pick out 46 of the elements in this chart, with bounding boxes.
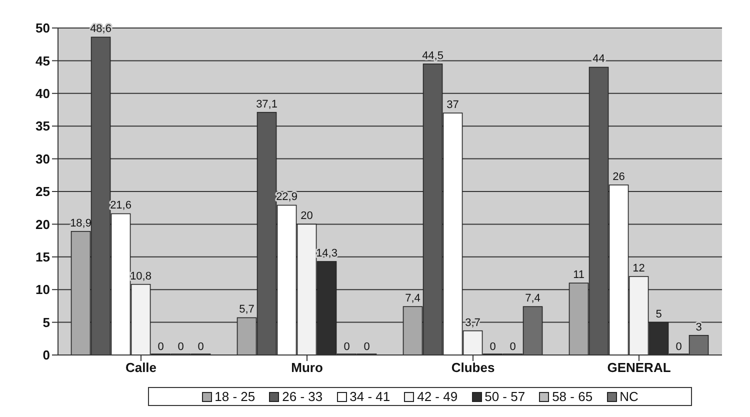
data-label: 3 — [696, 321, 702, 334]
data-label: 11 — [573, 269, 584, 282]
x-tick-label: Calle — [125, 360, 157, 376]
data-label: 0 — [178, 341, 184, 353]
data-label: 0 — [198, 341, 204, 353]
y-tick-label: 0 — [42, 348, 50, 363]
legend-label: 58 - 65 — [551, 389, 593, 404]
y-tick-label: 5 — [42, 314, 50, 330]
y-tick-label: 35 — [36, 118, 50, 134]
data-label: 21,6 — [110, 200, 132, 212]
y-tick-label: 15 — [36, 250, 50, 265]
data-label: 37,1 — [256, 98, 278, 110]
data-label: 12 — [632, 262, 645, 275]
legend-label: NC — [618, 389, 638, 404]
legend-label: 42 - 49 — [416, 389, 458, 404]
data-label: 10,8 — [130, 270, 152, 282]
data-label: 0 — [490, 341, 496, 353]
y-tick-label: 25 — [36, 184, 50, 200]
data-label: 7,4 — [525, 292, 540, 305]
data-label: 0 — [676, 341, 682, 353]
y-tick-label: 30 — [36, 151, 50, 166]
data-label: 0 — [510, 341, 516, 353]
data-label: 44,5 — [422, 50, 444, 62]
data-label: 5 — [656, 308, 662, 320]
legend-label: 34 - 41 — [348, 389, 390, 404]
legend-label: 26 - 33 — [281, 389, 323, 404]
data-label: 26 — [612, 170, 625, 183]
legend-label: 18 - 25 — [214, 389, 256, 404]
x-tick-label: Clubes — [451, 360, 495, 376]
data-label: 0 — [344, 341, 350, 353]
data-label: 37 — [446, 99, 459, 112]
y-tick-label: 40 — [36, 86, 50, 102]
y-tick-label: 10 — [36, 282, 50, 298]
y-tick-label: 50 — [36, 20, 50, 36]
x-tick-label: GENERAL — [607, 360, 671, 376]
y-tick-label: 20 — [36, 216, 50, 232]
data-label: 22,9 — [276, 191, 298, 204]
data-label: 20 — [300, 210, 313, 222]
data-label: 7,4 — [405, 292, 420, 305]
legend-label: 50 - 57 — [484, 389, 526, 404]
y-tick-label: 45 — [36, 53, 50, 68]
data-label: 0 — [364, 341, 370, 353]
data-label: 0 — [158, 341, 164, 353]
data-label: 14,3 — [316, 247, 338, 260]
x-tick-label: Muro — [291, 360, 323, 376]
data-label: 5,7 — [239, 304, 254, 316]
